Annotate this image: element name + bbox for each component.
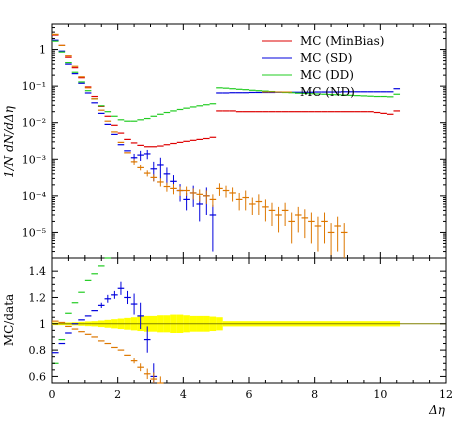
ratio-y-ticks: 0.6 0.8 1 1.2 1.4 — [29, 265, 446, 383]
x-tick-label: 10 — [373, 388, 387, 401]
x-ticks: 0 2 4 6 8 10 12 — [49, 24, 453, 401]
legend-label-sd: MC (SD) — [300, 51, 353, 65]
ratio-series-layer — [52, 257, 164, 384]
main-y-tick-label: 1 — [39, 44, 46, 57]
main-y-tick-label: 10⁻³ — [22, 153, 46, 166]
legend: MC (MinBias) MC (SD) MC (DD) MC (ND) — [262, 34, 384, 99]
main-plot-frame — [51, 23, 447, 259]
legend-label-minbias: MC (MinBias) — [300, 34, 384, 48]
x-tick-label: 6 — [246, 388, 253, 401]
ratio-y-axis-title: MC/data — [2, 294, 16, 346]
main-y-ticks: 1 10⁻¹ 10⁻² 10⁻³ 10⁻⁴ 10⁻⁵ — [22, 23, 446, 259]
x-axis-title: Δη — [428, 403, 446, 417]
ratio-y-tick-label: 0.6 — [29, 370, 47, 383]
ratio-y-tick-label: 1.2 — [29, 291, 47, 304]
ratio-y-tick-label: 0.8 — [29, 344, 47, 357]
x-tick-label: 8 — [311, 388, 318, 401]
x-tick-label: 12 — [439, 388, 453, 401]
x-tick-label: 0 — [49, 388, 56, 401]
x-tick-label: 4 — [180, 388, 187, 401]
legend-label-nd: MC (ND) — [300, 85, 355, 99]
legend-label-dd: MC (DD) — [300, 68, 354, 82]
main-y-tick-label: 10⁻⁴ — [22, 190, 47, 203]
ratio-y-tick-label: 1 — [39, 318, 46, 331]
ratio-y-tick-label: 1.4 — [29, 265, 47, 278]
main-y-tick-label: 10⁻¹ — [22, 80, 46, 93]
main-y-tick-label: 10⁻² — [22, 117, 46, 130]
main-y-axis-title: 1/N dN/dΔη — [2, 105, 16, 178]
main-y-tick-label: 10⁻⁵ — [22, 226, 46, 239]
main-series-layer — [52, 33, 401, 258]
x-tick-label: 2 — [114, 388, 121, 401]
